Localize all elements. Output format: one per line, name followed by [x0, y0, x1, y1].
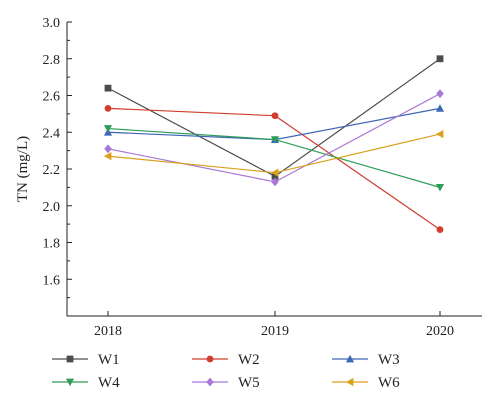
y-tick-label: 1.6	[43, 273, 61, 288]
legend-item-w3: W3	[332, 352, 400, 368]
series-line-w2	[107, 107, 441, 231]
axes: 1.6 1.8 2.0 2.2 2.4 2.6 2.8 3.0 2018 2019 2020 TN (…	[15, 16, 482, 339]
data-point-w5-2020	[436, 89, 444, 99]
y-tick-label: 3.0	[43, 16, 61, 31]
data-point-w6-2020	[435, 130, 444, 139]
series-w1	[104, 55, 444, 180]
y-tick-label: 2.0	[43, 200, 61, 215]
data-point-w2-2020	[436, 226, 444, 234]
data-point-w5-2018	[104, 144, 112, 154]
legend-label: W5	[238, 375, 260, 391]
data-point-w5-2019	[271, 177, 279, 187]
legend-marker	[345, 354, 355, 363]
series-w4	[103, 125, 445, 192]
series-w5	[104, 89, 444, 187]
legend-label: W3	[378, 352, 400, 368]
legend-item-w4: W4	[52, 375, 120, 391]
legend-label: W2	[238, 352, 260, 368]
legend-label: W1	[98, 352, 120, 368]
data-point-w4-2019	[270, 136, 280, 144]
y-tick-label: 2.8	[43, 53, 61, 68]
data-point-w4-2020	[435, 183, 445, 192]
legend-item-w1: W1	[52, 352, 120, 368]
legend: W1 W2 W3 W4 W5 W6	[52, 352, 400, 391]
y-tick-label: 2.6	[43, 90, 61, 105]
series-lines	[103, 55, 445, 234]
y-tick-label: 2.2	[43, 163, 61, 178]
series-w6	[103, 130, 444, 177]
data-point-w1-2020	[436, 55, 444, 63]
legend-marker	[206, 355, 214, 363]
legend-label: W6	[378, 375, 400, 391]
data-point-w2-2019	[271, 112, 279, 120]
legend-item-w2: W2	[192, 352, 260, 368]
data-point-w1-2019	[271, 172, 279, 180]
x-tick-label: 2020	[426, 324, 454, 339]
x-tick-label: 2018	[94, 324, 122, 339]
y-axis-title: TN (mg/L)	[15, 136, 31, 202]
legend-marker	[66, 355, 74, 363]
data-point-w1-2018	[104, 84, 112, 92]
data-point-w3-2020	[435, 104, 445, 112]
legend-label: W4	[98, 375, 120, 391]
y-tick-label: 1.8	[43, 237, 61, 252]
x-tick-label: 2019	[261, 324, 289, 339]
data-point-w6-2018	[103, 152, 112, 161]
series-w2	[104, 104, 444, 234]
legend-marker	[65, 378, 75, 387]
legend-item-w6: W6	[332, 375, 400, 391]
y-tick-label: 2.4	[43, 126, 61, 141]
data-point-w4-2018	[103, 125, 113, 133]
data-point-w6-2019	[270, 168, 279, 177]
legend-marker	[206, 377, 214, 387]
data-point-w2-2018	[104, 104, 112, 112]
legend-marker	[345, 377, 354, 387]
legend-item-w5: W5	[192, 375, 260, 391]
